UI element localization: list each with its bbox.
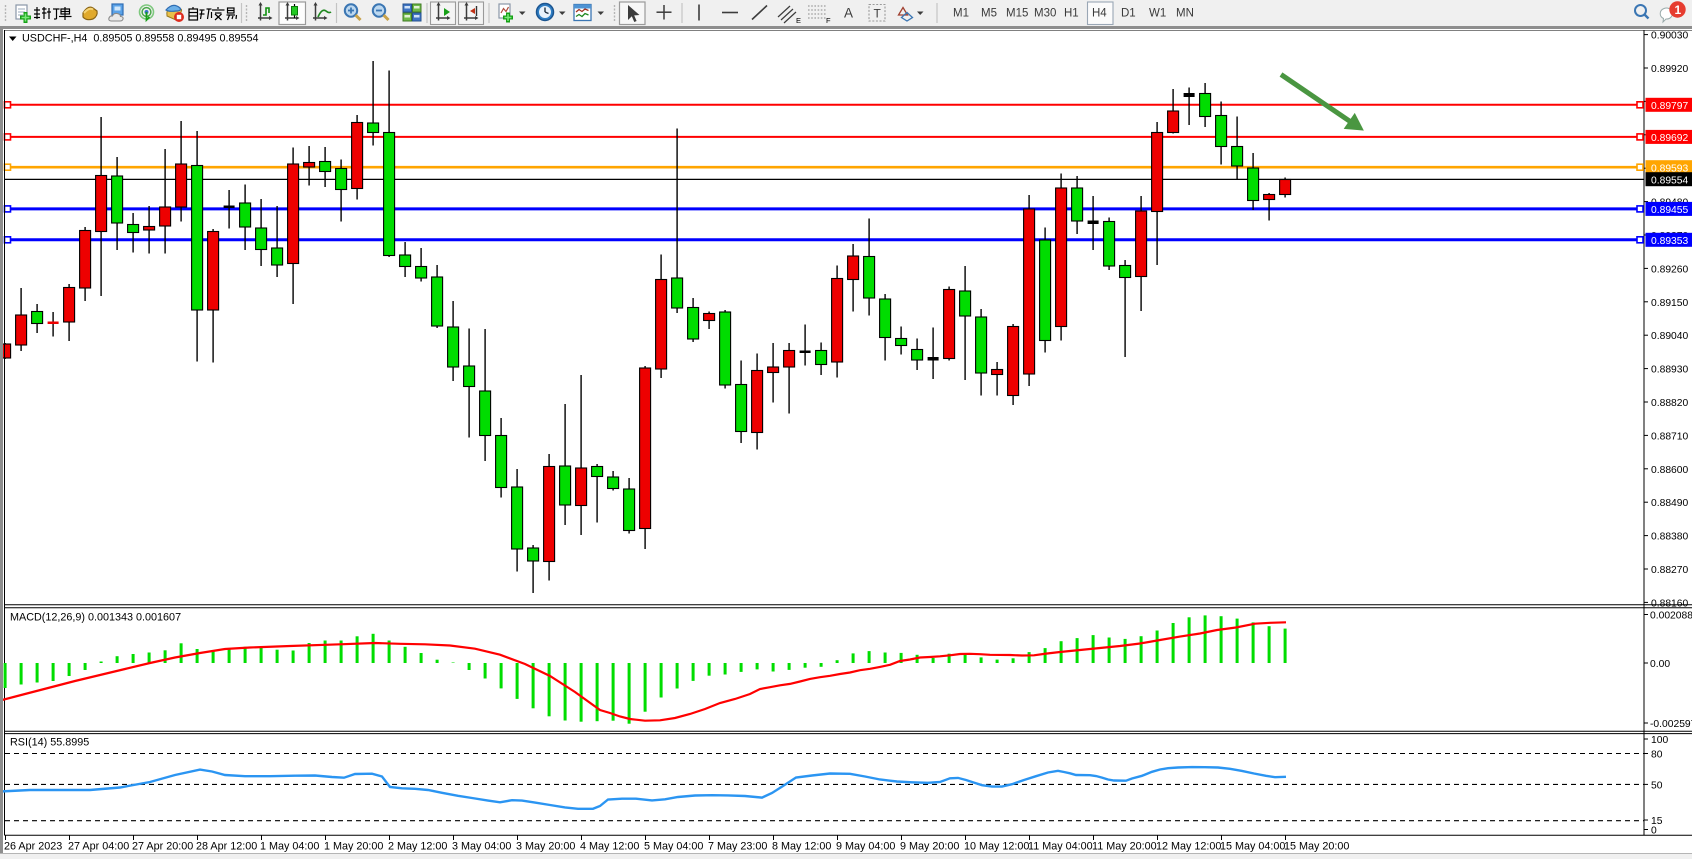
svg-text:0.88600: 0.88600 <box>1651 465 1688 476</box>
svg-text:27 Apr 04:00: 27 Apr 04:00 <box>68 841 129 853</box>
svg-text:0.88490: 0.88490 <box>1651 498 1688 509</box>
svg-text:T: T <box>874 7 882 21</box>
svg-text:3 May 04:00: 3 May 04:00 <box>452 841 511 853</box>
svg-text:15 May 04:00: 15 May 04:00 <box>1220 841 1285 853</box>
svg-text:E: E <box>796 16 801 25</box>
svg-text:0.89797: 0.89797 <box>1651 101 1688 112</box>
svg-text:15: 15 <box>1651 816 1663 827</box>
svg-text:100: 100 <box>1651 735 1668 746</box>
svg-text:50: 50 <box>1651 780 1663 791</box>
svg-text:H1: H1 <box>1064 8 1079 20</box>
svg-text:0.88160: 0.88160 <box>1651 598 1688 609</box>
svg-text:0.88930: 0.88930 <box>1651 365 1688 376</box>
svg-text:0.89353: 0.89353 <box>1651 236 1688 247</box>
svg-text:2 May 12:00: 2 May 12:00 <box>388 841 447 853</box>
svg-text:A: A <box>844 6 853 21</box>
svg-text:0.89150: 0.89150 <box>1651 298 1688 309</box>
svg-text:0.89040: 0.89040 <box>1651 331 1688 342</box>
svg-text:10 May 12:00: 10 May 12:00 <box>964 841 1029 853</box>
svg-text:-0.002597: -0.002597 <box>1650 719 1692 730</box>
svg-text:RSI(14) 55.8995: RSI(14) 55.8995 <box>10 737 89 749</box>
svg-text:15 May 20:00: 15 May 20:00 <box>1284 841 1349 853</box>
svg-text:1 May 20:00: 1 May 20:00 <box>324 841 383 853</box>
svg-text:0.89455: 0.89455 <box>1651 205 1688 216</box>
svg-text:1: 1 <box>1675 3 1682 17</box>
svg-text:3 May 20:00: 3 May 20:00 <box>516 841 575 853</box>
svg-text:0.90030: 0.90030 <box>1651 31 1688 42</box>
svg-text:0.88270: 0.88270 <box>1651 565 1688 576</box>
svg-text:9 May 04:00: 9 May 04:00 <box>836 841 895 853</box>
svg-text:0.88380: 0.88380 <box>1651 532 1688 543</box>
svg-text:M15: M15 <box>1006 8 1028 20</box>
svg-text:D1: D1 <box>1121 8 1136 20</box>
svg-text:0.89593: 0.89593 <box>1651 163 1688 174</box>
svg-text:12 May 12:00: 12 May 12:00 <box>1156 841 1221 853</box>
svg-text:1 May 04:00: 1 May 04:00 <box>260 841 319 853</box>
svg-text:USDCHF-,H4 0.89505 0.89558 0.: USDCHF-,H4 0.89505 0.89558 0.89495 0.895… <box>22 33 259 45</box>
svg-text:0.89920: 0.89920 <box>1651 64 1688 75</box>
svg-text:7 May 23:00: 7 May 23:00 <box>708 841 767 853</box>
svg-text:26 Apr 2023: 26 Apr 2023 <box>4 841 62 853</box>
svg-text:M30: M30 <box>1034 8 1056 20</box>
svg-text:M5: M5 <box>981 8 997 20</box>
svg-text:F: F <box>826 16 831 25</box>
svg-text:9 May 20:00: 9 May 20:00 <box>900 841 959 853</box>
svg-text:0.88710: 0.88710 <box>1651 431 1688 442</box>
svg-text:MN: MN <box>1176 8 1194 20</box>
svg-text:28 Apr 12:00: 28 Apr 12:00 <box>196 841 257 853</box>
svg-text:11 May 20:00: 11 May 20:00 <box>1092 841 1157 853</box>
svg-text:H4: H4 <box>1092 8 1107 20</box>
svg-text:0.88820: 0.88820 <box>1651 398 1688 409</box>
svg-text:W1: W1 <box>1149 8 1166 20</box>
svg-text:27 Apr 20:00: 27 Apr 20:00 <box>132 841 193 853</box>
svg-text:5 May 04:00: 5 May 04:00 <box>644 841 703 853</box>
svg-text:11 May 04:00: 11 May 04:00 <box>1028 841 1093 853</box>
svg-text:4 May 12:00: 4 May 12:00 <box>580 841 639 853</box>
svg-text:M1: M1 <box>953 8 969 20</box>
svg-text:0.89554: 0.89554 <box>1651 175 1688 186</box>
svg-text:0.89260: 0.89260 <box>1651 264 1688 275</box>
svg-text:0.002088: 0.002088 <box>1650 611 1692 622</box>
svg-text:8 May 12:00: 8 May 12:00 <box>772 841 831 853</box>
svg-text:80: 80 <box>1651 750 1663 761</box>
svg-text:MACD(12,26,9) 0.001343 0.00160: MACD(12,26,9) 0.001343 0.001607 <box>10 612 181 624</box>
svg-text:0: 0 <box>1651 826 1657 837</box>
svg-text:0.00: 0.00 <box>1650 659 1670 670</box>
svg-text:0.89692: 0.89692 <box>1651 133 1688 144</box>
